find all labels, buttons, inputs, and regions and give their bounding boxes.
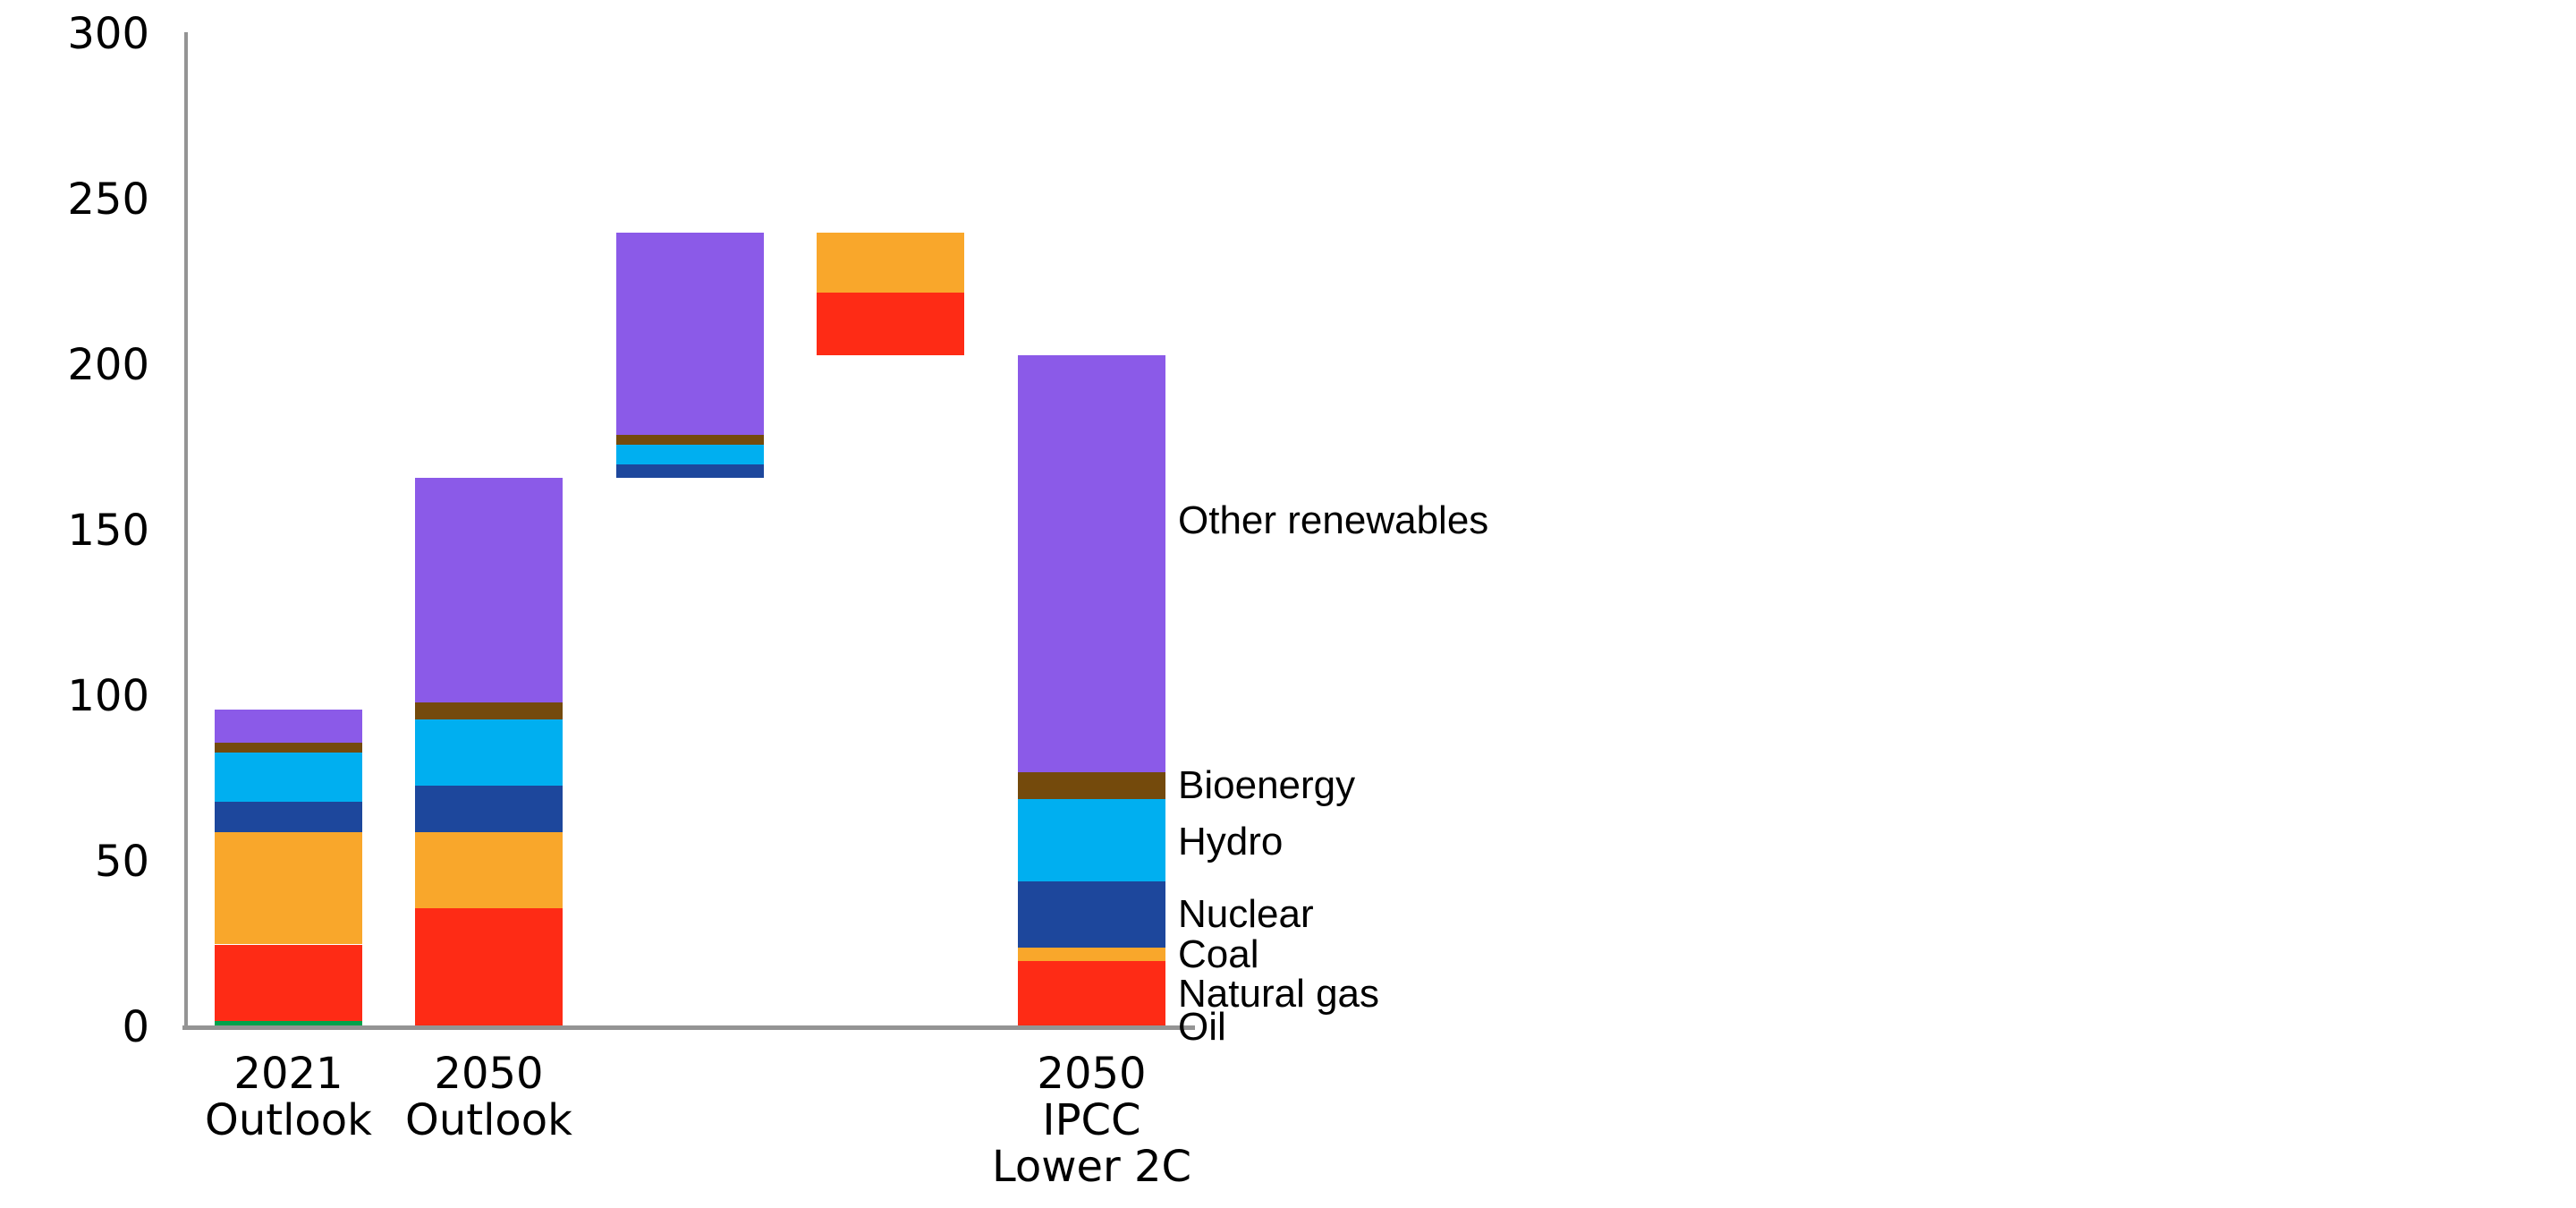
bar-segment-hydro [415,719,563,786]
y-tick-label-0: 0 [122,1002,149,1052]
bar-segment-natural-gas [215,944,362,1021]
bar-segment-natural-gas [817,292,964,355]
series-label-other-renewables: Other renewables [1178,498,1489,542]
series-label-bioenergy: Bioenergy [1178,762,1356,807]
y-tick-label-200: 200 [67,340,149,390]
x-category-label-line: IPCC [1042,1095,1141,1145]
x-category-label-line: Outlook [405,1095,572,1145]
bar-segment-hydro [215,752,362,803]
bar-segment-hydro [616,444,764,464]
x-axis-line [182,1025,1195,1030]
x-category-label-2050-ipcc-lower-2c: 2050 IPCC Lower 2C [940,1051,1244,1190]
bar-segment-nuclear [415,785,563,832]
x-category-label-line: 2021 [233,1049,343,1099]
x-category-label-2021-outlook: 2021 Outlook [137,1051,441,1144]
bar-segment-natural-gas [1018,961,1165,1027]
bar-segment-other-renewables [616,233,764,435]
y-tick-label-50: 50 [94,837,149,887]
y-tick-label-100: 100 [67,671,149,721]
bar-segment-coal [215,831,362,945]
series-label-oil: Oil [1178,1005,1226,1049]
bar-segment-bioenergy [215,742,362,753]
bar-segment-coal [415,831,563,908]
bar-segment-bioenergy [415,702,563,719]
series-label-natural-gas: Natural gas [1178,972,1380,1016]
series-label-coal: Coal [1178,932,1259,976]
bar-segment-other-renewables [215,709,362,743]
bar-segment-bioenergy [616,434,764,445]
series-label-nuclear: Nuclear [1178,892,1314,937]
y-tick-label-150: 150 [67,506,149,556]
bar-segment-other-renewables [1018,354,1165,773]
bar-segment-nuclear [215,802,362,832]
bar-segment-coal [817,233,964,293]
bar-segment-bioenergy [1018,772,1165,799]
bar-segment-oil [215,1020,362,1027]
bar-segment-nuclear [1018,881,1165,949]
bar-segment-coal [1018,948,1165,961]
x-category-label-line: Outlook [205,1095,372,1145]
bar-segment-hydro [1018,798,1165,882]
y-tick-label-300: 300 [67,9,149,59]
x-category-label-2050-outlook: 2050 Outlook [337,1051,641,1144]
x-category-label-line: 2050 [1037,1049,1147,1099]
bar-segment-natural-gas [415,907,563,1027]
series-label-hydro: Hydro [1178,819,1284,863]
x-category-label-line: Lower 2C [991,1142,1192,1192]
x-category-label-line: 2050 [434,1049,544,1099]
bar-segment-other-renewables [415,477,563,703]
y-tick-label-250: 250 [67,174,149,225]
y-axis-line [184,32,188,1030]
bar-segment-nuclear [616,464,764,478]
